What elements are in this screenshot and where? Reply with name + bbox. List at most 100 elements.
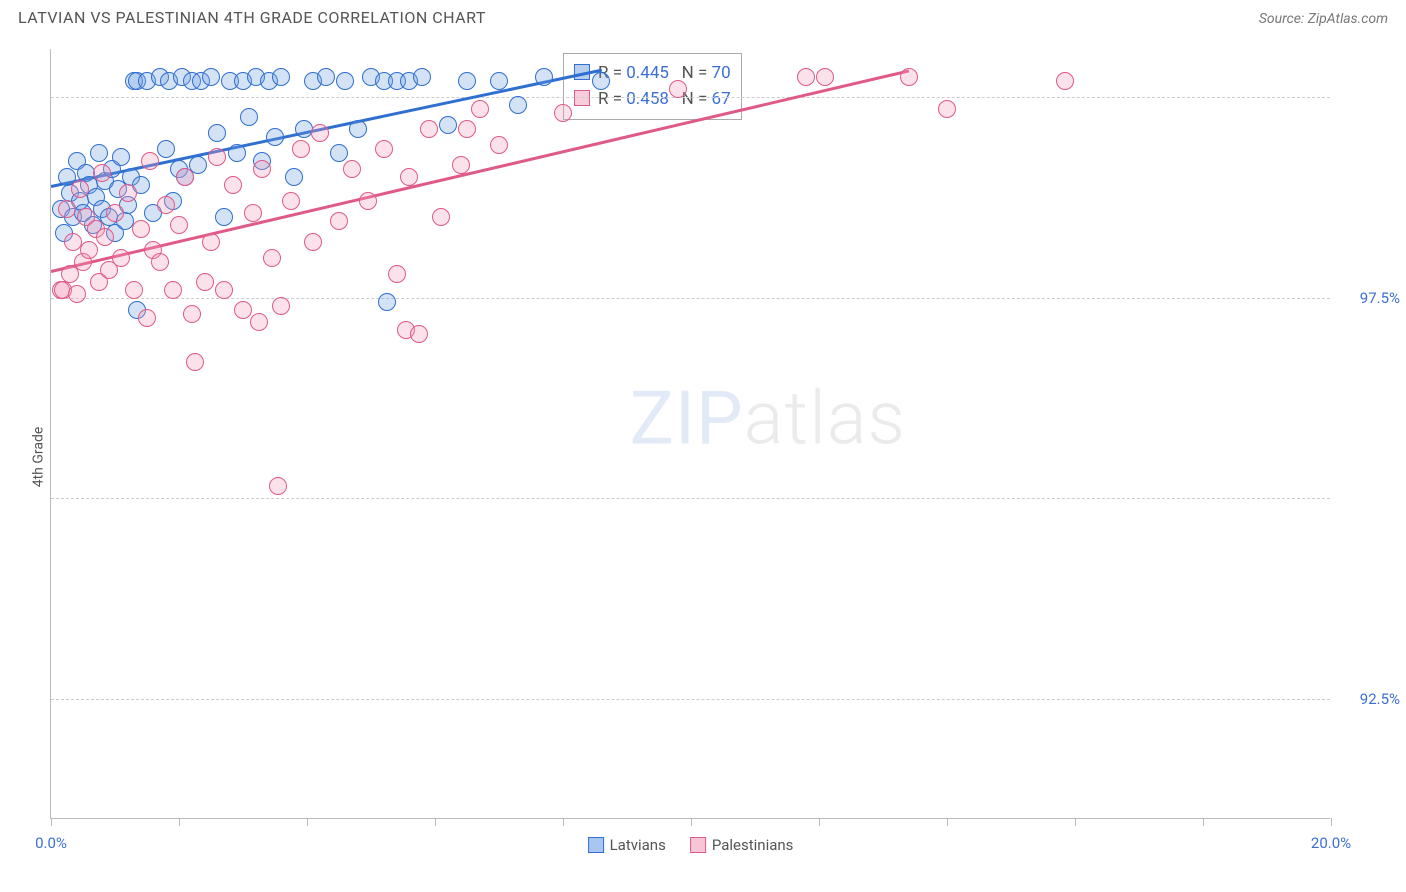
scatter-point [400, 168, 418, 186]
scatter-point [106, 204, 124, 222]
r-value: 0.458 [626, 89, 669, 109]
x-tick [1075, 818, 1076, 826]
n-value: 67 [712, 89, 731, 109]
scatter-point [336, 72, 354, 90]
scatter-point [1056, 72, 1074, 90]
scatter-point [119, 184, 137, 202]
chart-title: LATVIAN VS PALESTINIAN 4TH GRADE CORRELA… [18, 8, 486, 27]
source-attribution: Source: ZipAtlas.com [1259, 11, 1388, 27]
scatter-point [90, 144, 108, 162]
scatter-point [266, 128, 284, 146]
scatter-point [240, 108, 258, 126]
legend-item: Palestinians [690, 836, 794, 854]
correlation-stats-box: R = 0.445 N = 70 R = 0.458 N = 67 [563, 53, 742, 120]
scatter-point [208, 124, 226, 142]
scatter-point [535, 68, 553, 86]
r-value: 0.445 [626, 63, 669, 83]
scatter-point [151, 253, 169, 271]
legend-label: Palestinians [712, 836, 794, 854]
scatter-point [157, 140, 175, 158]
scatter-point [208, 148, 226, 166]
scatter-plot: ZIPatlas R = 0.445 N = 70 R = 0.458 N = 6… [50, 49, 1330, 819]
chart-header: LATVIAN VS PALESTINIAN 4TH GRADE CORRELA… [0, 0, 1406, 37]
series-swatch-icon [574, 90, 590, 106]
scatter-point [432, 208, 450, 226]
scatter-point [490, 136, 508, 154]
scatter-point [215, 208, 233, 226]
scatter-point [317, 68, 335, 86]
scatter-point [112, 249, 130, 267]
scatter-point [378, 293, 396, 311]
scatter-point [420, 120, 438, 138]
scatter-point [263, 249, 281, 267]
legend-swatch-icon [588, 837, 604, 853]
watermark-atlas: atlas [744, 375, 906, 462]
scatter-point [388, 265, 406, 283]
scatter-point [80, 241, 98, 259]
scatter-point [439, 116, 457, 134]
scatter-point [410, 325, 428, 343]
scatter-point [196, 273, 214, 291]
x-tick [51, 818, 52, 826]
scatter-point [458, 72, 476, 90]
scatter-point [349, 120, 367, 138]
scatter-point [253, 160, 271, 178]
scatter-point [244, 204, 262, 222]
scatter-point [471, 100, 489, 118]
gridline [51, 699, 1330, 700]
y-axis-label: 4th Grade [30, 427, 46, 488]
scatter-point [285, 168, 303, 186]
scatter-point [343, 160, 361, 178]
scatter-point [311, 124, 329, 142]
x-tick-label: 20.0% [1311, 834, 1351, 852]
r-label: R = [598, 89, 622, 109]
scatter-point [330, 144, 348, 162]
stats-row: R = 0.458 N = 67 [574, 86, 731, 112]
scatter-point [452, 156, 470, 174]
scatter-point [272, 297, 290, 315]
watermark-zip: ZIP [630, 375, 744, 462]
scatter-point [176, 168, 194, 186]
scatter-point [224, 176, 242, 194]
scatter-point [592, 72, 610, 90]
scatter-point [413, 68, 431, 86]
source-name: ZipAtlas.com [1308, 11, 1388, 27]
gridline [51, 97, 1330, 98]
chart-area: 4th Grade ZIPatlas R = 0.445 N = 70R = 0… [0, 37, 1406, 877]
scatter-point [292, 140, 310, 158]
scatter-point [141, 152, 159, 170]
scatter-point [269, 477, 287, 495]
scatter-point [490, 72, 508, 90]
scatter-point [164, 281, 182, 299]
x-tick-label: 0.0% [35, 834, 67, 852]
x-tick [947, 818, 948, 826]
source-prefix: Source: [1259, 11, 1308, 27]
scatter-point [797, 68, 815, 86]
scatter-point [112, 148, 130, 166]
scatter-point [554, 104, 572, 122]
scatter-point [375, 140, 393, 158]
n-label: N = [682, 63, 708, 83]
watermark: ZIPatlas [630, 375, 906, 462]
scatter-point [250, 313, 268, 331]
y-tick-label: 92.5% [1340, 690, 1400, 708]
scatter-point [125, 281, 143, 299]
legend-swatch-icon [690, 837, 706, 853]
gridline [51, 498, 1330, 499]
scatter-point [509, 96, 527, 114]
x-tick [1331, 818, 1332, 826]
n-value: 70 [712, 63, 731, 83]
gridline [51, 298, 1330, 299]
x-tick [179, 818, 180, 826]
y-tick-label: 97.5% [1340, 289, 1400, 307]
legend-label: Latvians [610, 836, 666, 854]
scatter-point [93, 164, 111, 182]
scatter-point [170, 216, 188, 234]
scatter-point [359, 192, 377, 210]
scatter-point [458, 120, 476, 138]
scatter-point [202, 233, 220, 251]
scatter-point [215, 281, 233, 299]
x-tick [691, 818, 692, 826]
scatter-point [68, 285, 86, 303]
scatter-point [71, 180, 89, 198]
